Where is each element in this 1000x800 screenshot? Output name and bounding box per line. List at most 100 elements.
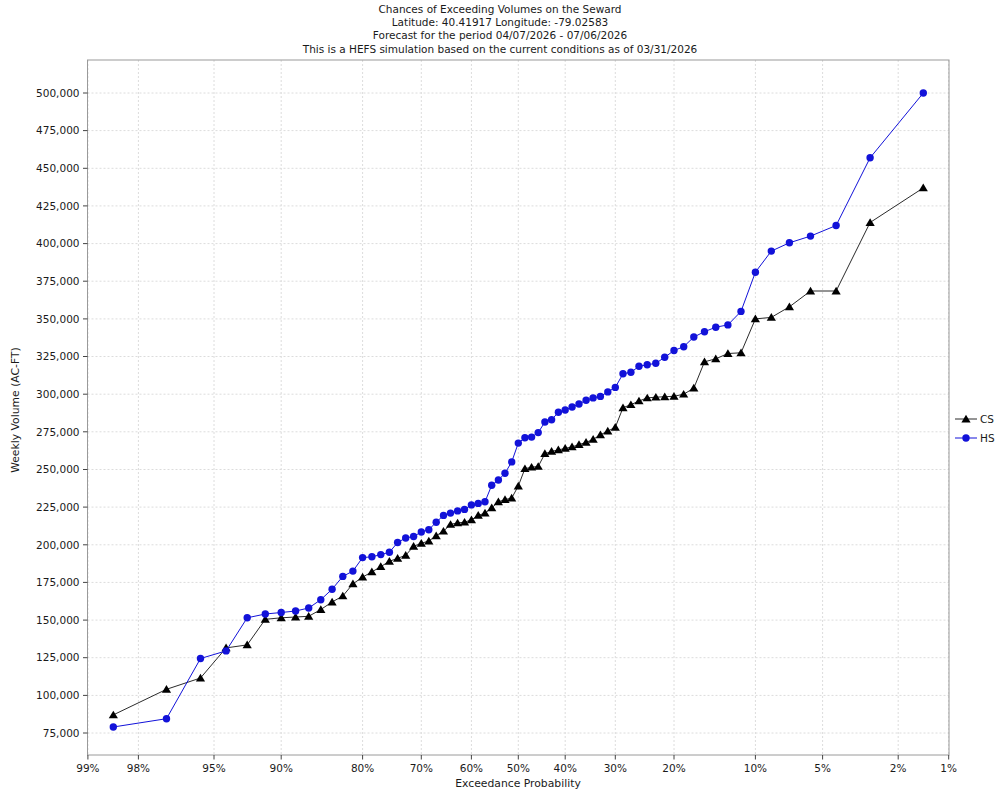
hs-circle-marker <box>262 610 269 617</box>
hs-circle-marker <box>627 369 634 376</box>
hs-circle-marker <box>454 507 461 514</box>
hs-circle-marker <box>163 715 170 722</box>
x-tick-label: 50% <box>507 762 530 774</box>
x-tick-label: 95% <box>202 762 225 774</box>
hs-circle-marker <box>433 519 440 526</box>
hs-circle-marker <box>612 384 619 391</box>
cs-triangle-marker <box>626 400 635 408</box>
chart-page: Chances of Exceeding Volumes on the Sewa… <box>0 0 1000 800</box>
hs-circle-marker <box>461 506 468 513</box>
hs-circle-marker <box>394 539 401 546</box>
cs-triangle-marker <box>243 641 252 649</box>
legend-label-cs: CS <box>980 413 994 425</box>
y-tick-label: 325,000 <box>36 350 79 362</box>
cs-triangle-marker <box>316 605 325 613</box>
x-axis-ticks: 99%98%95%90%80%70%60%50%40%30%20%10%5%2%… <box>76 755 957 774</box>
x-axis-title: Exceedance Probability <box>455 777 581 790</box>
hs-circle-marker <box>786 239 793 246</box>
cs-triangle-marker <box>348 580 357 588</box>
cs-triangle-marker <box>567 443 576 451</box>
legend-item-cs: CS <box>955 413 994 425</box>
y-tick-label: 450,000 <box>36 162 79 174</box>
cs-series-line <box>113 188 923 715</box>
hs-circle-marker <box>635 363 642 370</box>
x-tick-label: 30% <box>604 762 627 774</box>
hs-circle-marker <box>488 482 495 489</box>
cs-triangle-marker <box>328 598 337 606</box>
hs-circle-marker <box>724 321 731 328</box>
cs-triangle-marker <box>785 303 794 311</box>
y-tick-label: 250,000 <box>36 463 79 475</box>
y-tick-label: 350,000 <box>36 313 79 325</box>
hs-circle-marker <box>768 247 775 254</box>
hs-circle-marker <box>501 470 508 477</box>
hs-circle-marker <box>418 528 425 535</box>
hs-circle-marker <box>447 509 454 516</box>
x-tick-label: 98% <box>127 762 150 774</box>
cs-triangle-marker <box>634 397 643 405</box>
hs-circle-marker <box>568 403 575 410</box>
hs-circle-marker <box>328 586 335 593</box>
y-axis-ticks: 75,000100,000125,000150,000175,000200,00… <box>36 87 87 739</box>
y-tick-label: 100,000 <box>36 689 79 701</box>
cs-triangle-marker <box>409 542 418 550</box>
hs-circle-marker <box>425 526 432 533</box>
hs-circle-marker <box>701 328 708 335</box>
hs-circle-marker <box>317 596 324 603</box>
hs-circle-marker <box>619 370 626 377</box>
cs-triangle-marker <box>767 313 776 321</box>
legend-item-hs: HS <box>955 432 995 444</box>
x-tick-label: 99% <box>76 762 99 774</box>
cs-triangle-marker <box>866 218 875 226</box>
hs-circle-marker <box>652 360 659 367</box>
hs-circle-marker <box>292 607 299 614</box>
y-tick-label: 175,000 <box>36 576 79 588</box>
hs-circle-marker <box>339 573 346 580</box>
x-tick-label: 20% <box>662 762 685 774</box>
hs-circle-marker <box>222 647 229 654</box>
hs-circle-marker <box>515 439 522 446</box>
hs-circle-marker <box>197 655 204 662</box>
hs-circle-marker <box>582 397 589 404</box>
hs-circle-marker <box>368 553 375 560</box>
x-tick-label: 40% <box>554 762 577 774</box>
x-tick-label: 90% <box>270 762 293 774</box>
y-tick-label: 300,000 <box>36 388 79 400</box>
cs-triangle-marker <box>514 482 523 490</box>
cs-triangle-marker <box>162 685 171 693</box>
hs-circle-marker <box>359 554 366 561</box>
hs-circle-marker <box>920 89 927 96</box>
plot-svg: 99%98%95%90%80%70%60%50%40%30%20%10%5%2%… <box>0 0 1000 800</box>
hs-circle-marker <box>305 604 312 611</box>
hs-circle-marker <box>535 429 542 436</box>
hs-circle-marker <box>807 232 814 239</box>
hs-circle-marker <box>832 222 839 229</box>
cs-triangle-marker <box>358 573 367 581</box>
hs-circle-marker <box>481 498 488 505</box>
hs-circle-marker <box>670 347 677 354</box>
y-tick-label: 475,000 <box>36 124 79 136</box>
hs-circle-marker <box>962 434 969 441</box>
hs-circle-marker <box>555 409 562 416</box>
hs-circle-marker <box>597 393 604 400</box>
hs-circle-marker <box>712 324 719 331</box>
hs-circle-marker <box>680 343 687 350</box>
y-tick-label: 400,000 <box>36 237 79 249</box>
hs-circle-marker <box>644 361 651 368</box>
hs-circle-marker <box>528 433 535 440</box>
hs-circle-marker <box>386 549 393 556</box>
cs-triangle-marker <box>460 518 469 526</box>
cs-triangle-marker <box>109 711 118 719</box>
cs-triangle-marker <box>611 423 620 431</box>
cs-triangle-marker <box>534 462 543 470</box>
x-tick-label: 60% <box>460 762 483 774</box>
y-tick-label: 200,000 <box>36 539 79 551</box>
cs-triangle-marker <box>304 612 313 620</box>
hs-circle-marker <box>737 308 744 315</box>
cs-triangle-marker <box>424 537 433 545</box>
cs-triangle-marker <box>376 562 385 570</box>
y-tick-label: 225,000 <box>36 501 79 513</box>
hs-circle-marker <box>468 501 475 508</box>
hs-circle-marker <box>508 458 515 465</box>
hs-circle-marker <box>110 723 117 730</box>
